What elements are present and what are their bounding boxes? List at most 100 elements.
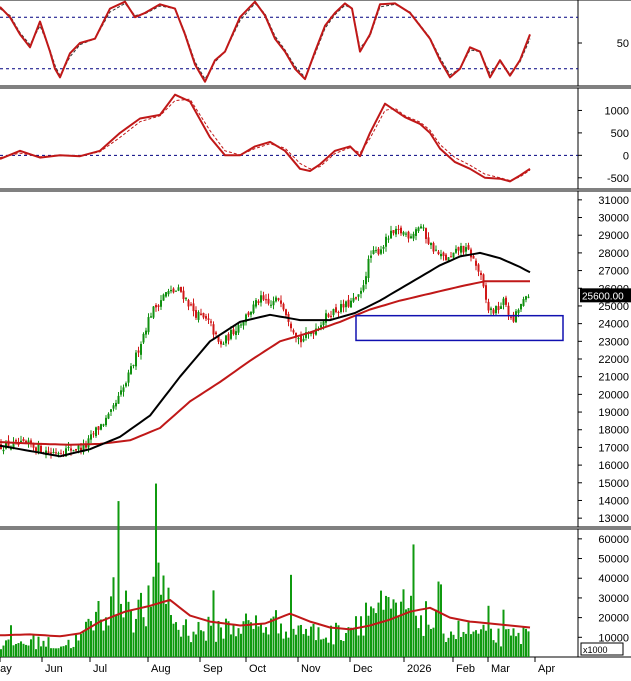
volume-bar [135, 618, 137, 657]
volume-bar [372, 608, 375, 657]
price-candle-body [95, 427, 97, 437]
volume-bar [467, 622, 470, 657]
volume-bar [455, 639, 457, 657]
volume-bar [390, 608, 392, 657]
volume-bar [62, 646, 65, 657]
volume-bar [397, 616, 400, 657]
volume-ytick-label: 50000 [598, 554, 629, 566]
price-candle-body [145, 330, 147, 335]
price-candle-body [100, 424, 102, 430]
volume-bar [452, 634, 455, 657]
volume-bar [442, 633, 445, 657]
price-ytick-label: 15000 [598, 478, 629, 490]
volume-bar [210, 625, 212, 657]
volume-bar [382, 609, 385, 657]
volume-bar [172, 623, 175, 657]
volume-ytick-label: 20000 [598, 613, 629, 625]
x-axis-label: Mar [491, 663, 510, 675]
volume-bar [475, 630, 477, 657]
price-ytick-label: 31000 [598, 195, 629, 207]
price-candle-body [485, 285, 487, 300]
volume-bar [387, 597, 390, 657]
price-support-box [355, 314, 564, 342]
volume-bar [222, 638, 225, 657]
price-candle-body [132, 364, 135, 366]
volume-bar [385, 595, 387, 657]
price-ytick-label: 28000 [598, 248, 629, 260]
price-candle-body [400, 227, 402, 234]
volume-bar [240, 633, 242, 657]
volume-bar [460, 636, 462, 657]
price-ytick-label: 20000 [598, 389, 629, 401]
volume-bar [350, 627, 352, 657]
volume-bar [227, 621, 230, 657]
price-candle-body [437, 251, 440, 255]
volume-bar [367, 615, 370, 657]
price-ytick-label: 29000 [598, 230, 629, 242]
volume-ma-line [0, 598, 531, 638]
volume-bar [410, 595, 412, 657]
volume-ytick-label: 10000 [598, 632, 629, 644]
x-axis-label: Oct [249, 663, 266, 675]
volume-bar [192, 631, 195, 657]
volume-bar [30, 639, 32, 657]
volume-bar [235, 636, 237, 657]
price-candle-body [105, 417, 107, 426]
price-candle-body [225, 335, 227, 344]
price-candle-body [77, 445, 80, 450]
volume-bar [175, 622, 177, 657]
price-candle-body [222, 343, 225, 345]
price-ytick-label: 13000 [598, 513, 629, 525]
volume-bar [72, 646, 75, 657]
volume-bar [520, 644, 522, 657]
volume-bar [22, 643, 25, 657]
volume-bar [310, 626, 312, 657]
volume-bar [505, 629, 507, 657]
price-candle-body [472, 255, 475, 259]
price-candle-body [75, 448, 77, 451]
volume-bar [392, 599, 395, 657]
price-ytick-label: 21000 [598, 372, 629, 384]
macd-ytick-label: 0 [623, 150, 629, 162]
price-candle-body [80, 447, 82, 451]
volume-bar [525, 628, 527, 657]
price-candle-body [312, 331, 315, 335]
last-price-tag [580, 288, 631, 303]
price-candle-body [525, 296, 527, 300]
price-candle-body [490, 308, 492, 310]
volume-unit-label: x1000 [583, 645, 608, 655]
volume-bar [160, 594, 162, 657]
volume-bar [352, 629, 355, 657]
price-candle-body [410, 236, 412, 239]
price-candle-body [15, 440, 17, 442]
price-candle-body [270, 304, 272, 306]
price-candle-body [305, 332, 307, 338]
volume-bar [297, 625, 300, 657]
volume-bar [375, 613, 377, 657]
volume-bar [347, 627, 350, 657]
price-candle-body [112, 405, 115, 409]
price-candle-body [55, 452, 57, 454]
volume-bar [517, 632, 520, 657]
volume-bar [320, 639, 322, 657]
price-candle-body [252, 304, 255, 314]
volume-bar [100, 619, 102, 657]
volume-bar [92, 630, 95, 657]
volume-bar [370, 606, 372, 657]
price-candle-body [522, 299, 525, 306]
stoch-main-line [0, 0, 531, 83]
volume-bar [290, 574, 292, 657]
volume-bar [315, 640, 317, 657]
volume-bar [527, 631, 530, 657]
volume-bar [42, 640, 45, 657]
volume-bar [195, 634, 197, 657]
volume-bar [247, 620, 250, 657]
volume-bar [267, 634, 270, 657]
volume-bar [27, 645, 30, 657]
price-candle-body [50, 452, 52, 454]
volume-bar [260, 623, 262, 657]
price-candle-body [405, 233, 407, 235]
volume-bar [380, 590, 382, 657]
price-candle-body [342, 303, 345, 308]
volume-bar [295, 634, 297, 657]
